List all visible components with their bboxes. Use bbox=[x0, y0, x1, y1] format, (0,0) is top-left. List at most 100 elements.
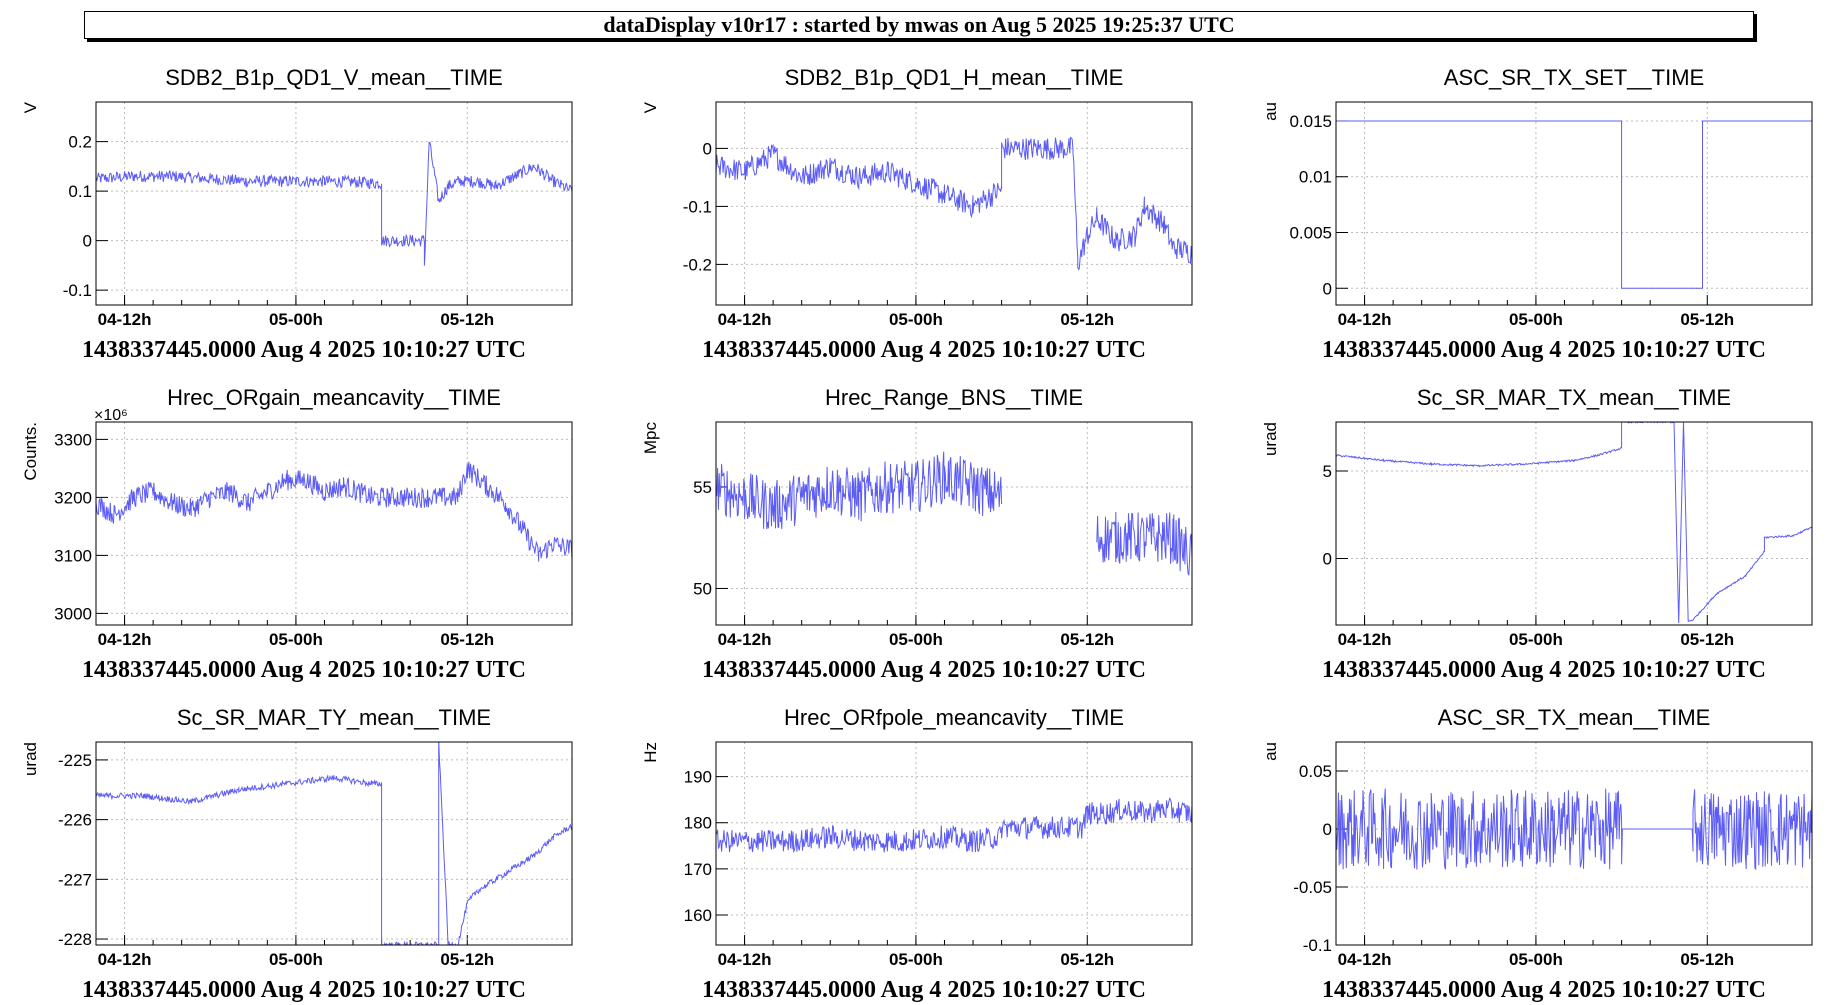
chart-footer: 1438337445.0000 Aug 4 2025 10:10:27 UTC bbox=[82, 977, 526, 1003]
y-tick-label: 55 bbox=[693, 478, 712, 497]
chart-panel: ASC_SR_TX_mean__TIME 04-12h 05-00h 05-12h 0.… bbox=[1261, 705, 1813, 1003]
x-tick-label: 04-12h bbox=[1338, 310, 1392, 329]
series-trace bbox=[716, 136, 1192, 271]
y-tick-label: -228 bbox=[58, 930, 92, 949]
chart-title: Sc_SR_MAR_TX_mean__TIME bbox=[1417, 385, 1731, 410]
header-banner: dataDisplay v10r17 : started by mwas on … bbox=[84, 11, 1754, 39]
y-tick-label: 5 bbox=[1323, 462, 1332, 481]
x-tick-label: 05-00h bbox=[889, 310, 943, 329]
chart-panel: ASC_SR_TX_SET__TIME 04-12h 05-00h 05-12h 0.0… bbox=[1261, 65, 1813, 363]
header-title: dataDisplay v10r17 : started by mwas on … bbox=[603, 12, 1235, 37]
series-trace bbox=[1336, 788, 1812, 870]
chart-title: ASC_SR_TX_SET__TIME bbox=[1444, 65, 1704, 90]
y-tick-label: -226 bbox=[58, 811, 92, 830]
chart-footer: 1438337445.0000 Aug 4 2025 10:10:27 UTC bbox=[1322, 977, 1766, 1003]
y-tick-label: 0 bbox=[703, 139, 712, 158]
chart-title: SDB2_B1p_QD1_V_mean__TIME bbox=[165, 65, 503, 90]
x-tick-label: 04-12h bbox=[1338, 630, 1392, 649]
y-axis-label: V bbox=[641, 101, 660, 113]
series-trace bbox=[96, 461, 572, 562]
y-tick-label: -0.2 bbox=[683, 255, 712, 274]
x-tick-label: 05-00h bbox=[1509, 630, 1563, 649]
x-tick-label: 05-12h bbox=[440, 310, 494, 329]
plot-frame bbox=[715, 741, 1193, 946]
chart-title: Hrec_ORfpole_meancavity__TIME bbox=[784, 705, 1124, 730]
y-tick-label: 180 bbox=[684, 814, 712, 833]
x-tick-label: 05-12h bbox=[440, 950, 494, 969]
x-tick-label: 05-12h bbox=[440, 630, 494, 649]
y-axis-label: Mpc bbox=[641, 422, 660, 455]
chart-panel: Hrec_ORfpole_meancavity__TIME 04-12h 05-00… bbox=[641, 705, 1193, 1003]
plot-frame bbox=[1335, 741, 1813, 946]
y-tick-label: -0.1 bbox=[1303, 936, 1332, 955]
chart-panel: SDB2_B1p_QD1_H_mean__TIME 04-12h 05-00h 05-… bbox=[641, 65, 1193, 363]
chart-panel: Hrec_ORgain_meancavity__TIME 04-12h 05-00h… bbox=[21, 385, 573, 683]
y-tick-label: 0 bbox=[1323, 279, 1332, 298]
x-tick-label: 05-00h bbox=[889, 630, 943, 649]
y-multiplier: ×10⁶ bbox=[94, 407, 128, 424]
x-tick-label: 04-12h bbox=[98, 950, 152, 969]
x-tick-label: 05-00h bbox=[1509, 310, 1563, 329]
chart-panel: Hrec_Range_BNS__TIME 04-12h 05-00h 05-12h 55… bbox=[641, 385, 1193, 683]
y-axis-label: Hz bbox=[641, 742, 660, 763]
y-axis-label: urad bbox=[1261, 422, 1280, 456]
y-tick-label: -0.1 bbox=[683, 197, 712, 216]
y-tick-label: 3300 bbox=[54, 430, 92, 449]
y-tick-label: 0 bbox=[1323, 550, 1332, 569]
chart-footer: 1438337445.0000 Aug 4 2025 10:10:27 UTC bbox=[702, 337, 1146, 363]
plot-frame bbox=[1335, 421, 1813, 626]
chart-footer: 1438337445.0000 Aug 4 2025 10:10:27 UTC bbox=[1322, 657, 1766, 683]
series-trace bbox=[716, 797, 1192, 854]
chart-panel: Sc_SR_MAR_TX_mean__TIME 04-12h 05-00h 05-12… bbox=[1261, 385, 1813, 683]
plot-frame bbox=[715, 101, 1193, 306]
plot-frame bbox=[95, 741, 573, 946]
y-tick-label: 3100 bbox=[54, 546, 92, 565]
x-tick-label: 05-12h bbox=[1680, 630, 1734, 649]
series-trace bbox=[1336, 120, 1812, 289]
series-trace bbox=[716, 451, 1192, 576]
x-tick-label: 05-00h bbox=[889, 950, 943, 969]
chart-title: Sc_SR_MAR_TY_mean__TIME bbox=[177, 705, 491, 730]
y-tick-label: -0.1 bbox=[63, 281, 92, 300]
plot-frame bbox=[715, 421, 1193, 626]
y-tick-label: -227 bbox=[58, 870, 92, 889]
series-trace bbox=[1336, 422, 1812, 624]
y-axis-label: au bbox=[1261, 742, 1280, 761]
y-tick-label: 3000 bbox=[54, 604, 92, 623]
y-tick-label: 0.01 bbox=[1299, 168, 1332, 187]
chart-footer: 1438337445.0000 Aug 4 2025 10:10:27 UTC bbox=[82, 337, 526, 363]
x-tick-label: 04-12h bbox=[718, 630, 772, 649]
y-tick-label: 0.2 bbox=[68, 133, 92, 152]
y-tick-label: 0.005 bbox=[1289, 224, 1332, 243]
x-tick-label: 04-12h bbox=[718, 950, 772, 969]
chart-panel: SDB2_B1p_QD1_V_mean__TIME 04-12h 05-00h 05-… bbox=[21, 65, 573, 363]
chart-panel: Sc_SR_MAR_TY_mean__TIME 04-12h 05-00h 05-12… bbox=[21, 705, 573, 1003]
y-tick-label: 160 bbox=[684, 906, 712, 925]
x-tick-label: 04-12h bbox=[98, 630, 152, 649]
y-tick-label: -225 bbox=[58, 751, 92, 770]
x-tick-label: 04-12h bbox=[98, 310, 152, 329]
y-tick-label: 0 bbox=[1323, 820, 1332, 839]
y-tick-label: 0.05 bbox=[1299, 762, 1332, 781]
y-tick-label: 190 bbox=[684, 768, 712, 787]
y-axis-label: au bbox=[1261, 102, 1280, 121]
chart-title: Hrec_ORgain_meancavity__TIME bbox=[167, 385, 501, 410]
y-axis-label: V bbox=[21, 101, 40, 113]
chart-title: Hrec_Range_BNS__TIME bbox=[825, 385, 1083, 410]
chart-footer: 1438337445.0000 Aug 4 2025 10:10:27 UTC bbox=[1322, 337, 1766, 363]
chart-footer: 1438337445.0000 Aug 4 2025 10:10:27 UTC bbox=[702, 977, 1146, 1003]
x-tick-label: 05-12h bbox=[1680, 310, 1734, 329]
x-tick-label: 05-12h bbox=[1060, 630, 1114, 649]
x-tick-label: 05-00h bbox=[269, 310, 323, 329]
chart-footer: 1438337445.0000 Aug 4 2025 10:10:27 UTC bbox=[82, 657, 526, 683]
y-tick-label: 0.1 bbox=[68, 182, 92, 201]
y-tick-label: 0 bbox=[83, 232, 92, 251]
x-tick-label: 05-00h bbox=[269, 630, 323, 649]
y-axis-label: Counts. bbox=[21, 422, 40, 481]
series-trace bbox=[96, 742, 572, 945]
y-tick-label: 3200 bbox=[54, 488, 92, 507]
x-tick-label: 05-00h bbox=[269, 950, 323, 969]
series-trace bbox=[96, 141, 572, 266]
x-tick-label: 05-12h bbox=[1060, 950, 1114, 969]
